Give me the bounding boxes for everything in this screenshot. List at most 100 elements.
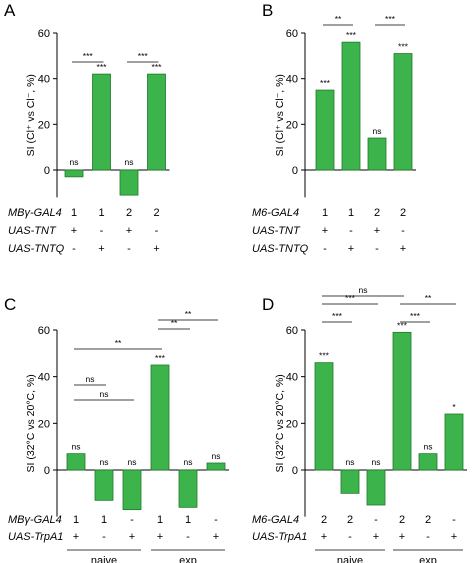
y-tick-label: 60 [38,28,50,40]
genotype-cell: 1 [185,514,191,526]
bracket-significance-label: ** [335,14,342,24]
genotype-row-label: M6-GAL4 [252,207,299,219]
bar [206,462,226,471]
y-tick-label: 0 [44,465,50,477]
group-label: naive [337,555,363,563]
panel-letter: C [4,295,16,314]
genotype-cell: + [126,225,132,237]
group-label: exp [419,555,437,563]
y-tick-label: 40 [38,74,50,86]
y-tick-label: 40 [286,74,298,86]
bar-significance-label: *** [320,78,331,88]
bracket-significance-label: ns [100,389,109,399]
bracket-significance-label: ** [185,309,192,319]
bar-significance-label: ns [184,457,193,467]
y-tick-label: 40 [286,372,298,384]
genotype-cell: 1 [71,207,77,219]
bar-significance-label: ns [372,457,381,467]
genotype-cell: 2 [321,514,327,526]
genotype-cell: - [323,243,327,255]
bar [341,41,361,171]
genotype-row-label: M6-GAL4 [252,514,299,526]
group-label: naive [91,555,117,563]
genotype-row-label: MBγ-GAL4 [8,514,62,526]
y-axis-label: SI (32°C vs 20°C, %) [274,374,286,472]
genotype-cell: + [98,243,104,255]
bar-significance-label: ns [424,442,433,452]
genotype-row-label: UAS-TNTQ [8,243,65,255]
bar [66,453,86,471]
bar [122,469,142,511]
panel-letter: A [4,1,16,20]
bar [444,413,464,471]
bar-significance-label: *** [97,62,108,72]
genotype-cell: 1 [348,207,354,219]
bar-significance-label: * [452,402,456,412]
y-axis-label: SI (32°C vs 20°C, %) [25,374,37,472]
genotype-row-label: UAS-TrpA1 [8,531,63,543]
y-tick-label: 20 [38,119,50,131]
genotype-cell: + [373,531,379,543]
y-tick-label: 60 [286,325,298,337]
panel-letter: B [262,1,273,20]
bar [92,73,111,171]
bar [147,73,166,171]
genotype-cell: 1 [157,514,163,526]
bar [366,469,386,506]
genotype-cell: + [73,531,79,543]
genotype-row-label: UAS-TNT [252,225,301,237]
genotype-cell: + [374,225,380,237]
genotype-cell: + [348,243,354,255]
genotype-cell: + [153,243,159,255]
bar [367,137,387,171]
genotype-cell: - [127,243,131,255]
genotype-cell: 2 [126,207,132,219]
bar [178,469,198,508]
genotype-cell: 2 [425,514,431,526]
genotype-cell: - [214,514,218,526]
bar-significance-label: ns [72,442,81,452]
genotype-cell: + [129,531,135,543]
bar-significance-label: *** [155,353,166,363]
bar [340,469,360,494]
bar [94,469,114,501]
genotype-cell: 1 [98,207,104,219]
genotype-cell: + [399,531,405,543]
bar [393,53,413,171]
group-label: exp [179,555,197,563]
genotype-cell: - [452,514,456,526]
bracket-significance-label: *** [332,311,343,321]
y-tick-label: 20 [38,418,50,430]
y-tick-label: 0 [44,165,50,177]
bar-significance-label: ns [70,157,79,167]
bracket-significance-label: *** [345,293,356,303]
genotype-cell: - [186,531,190,543]
genotype-cell: - [72,243,76,255]
bracket-significance-label: ns [86,374,95,384]
bar [418,453,438,471]
genotype-cell: - [426,531,430,543]
genotype-cell: - [100,225,104,237]
bar [392,331,412,471]
genotype-cell: - [348,531,352,543]
genotype-cell: - [374,514,378,526]
genotype-cell: + [157,531,163,543]
bar-significance-label: ns [125,157,134,167]
genotype-cell: + [213,531,219,543]
genotype-cell: - [375,243,379,255]
y-axis-label: SI (Cl⁺ vs Cl⁻, %) [274,74,286,156]
genotype-cell: - [130,514,134,526]
bar-significance-label: *** [319,351,330,361]
y-tick-label: 40 [38,372,50,384]
bar-significance-label: *** [346,30,357,40]
bar-significance-label: *** [152,62,163,72]
genotype-cell: 1 [101,514,107,526]
bar [64,169,84,178]
bracket-significance-label: ** [171,318,178,328]
bracket-significance-label: *** [410,311,421,321]
bar [150,364,170,471]
bar-significance-label: ns [346,457,355,467]
bar [314,362,334,471]
bar-significance-label: ns [373,126,382,136]
